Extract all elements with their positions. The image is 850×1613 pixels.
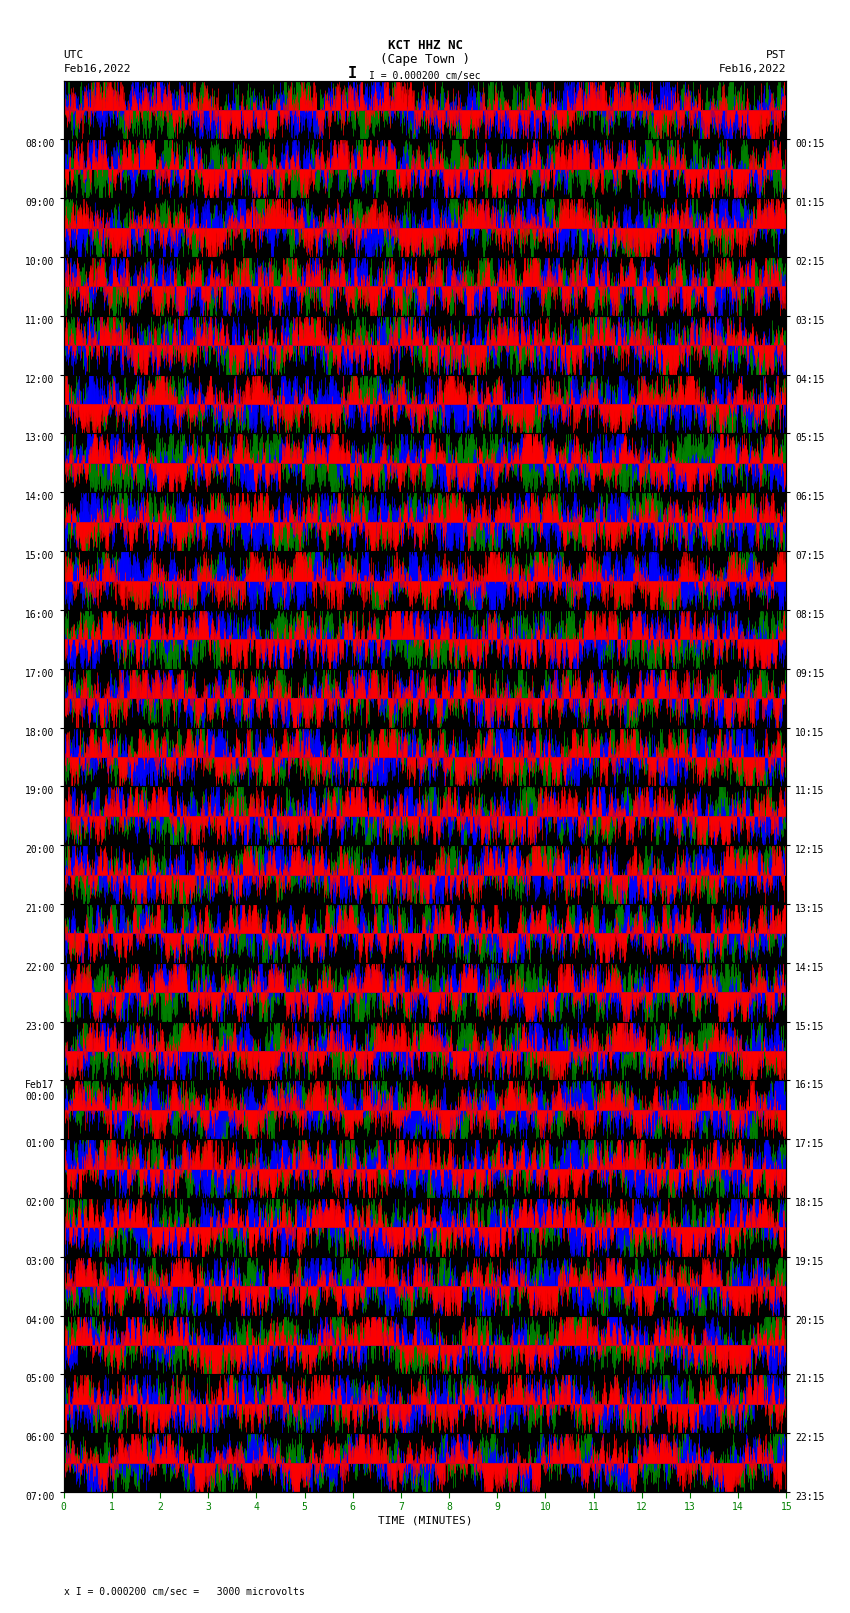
Text: I: I: [348, 66, 357, 81]
Text: I = 0.000200 cm/sec: I = 0.000200 cm/sec: [369, 71, 481, 81]
Text: Feb16,2022: Feb16,2022: [719, 65, 786, 74]
Text: PST: PST: [766, 50, 786, 60]
Text: UTC: UTC: [64, 50, 84, 60]
Text: x I = 0.000200 cm/sec =   3000 microvolts: x I = 0.000200 cm/sec = 3000 microvolts: [64, 1587, 304, 1597]
Text: Feb16,2022: Feb16,2022: [64, 65, 131, 74]
Text: KCT HHZ NC: KCT HHZ NC: [388, 39, 462, 52]
X-axis label: TIME (MINUTES): TIME (MINUTES): [377, 1515, 473, 1526]
Text: (Cape Town ): (Cape Town ): [380, 53, 470, 66]
